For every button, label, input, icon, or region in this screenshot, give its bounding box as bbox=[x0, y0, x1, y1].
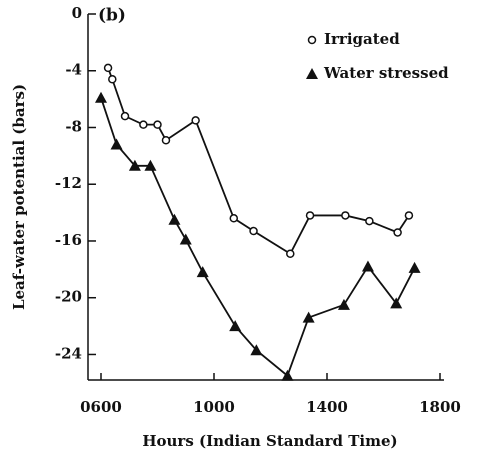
y-tick-label: -12 bbox=[55, 174, 82, 192]
series-line bbox=[107, 67, 410, 256]
y-tick-label: -4 bbox=[65, 61, 82, 79]
circle-marker bbox=[153, 120, 162, 129]
triangle-marker bbox=[144, 159, 157, 171]
y-tick-label: -24 bbox=[55, 344, 82, 362]
legend-label: Water stressed bbox=[323, 64, 449, 82]
circle-marker bbox=[108, 75, 117, 84]
x-tick-label: 1400 bbox=[306, 398, 348, 416]
triangle-marker bbox=[168, 213, 181, 225]
triangle-marker bbox=[390, 297, 403, 309]
triangle-marker bbox=[408, 261, 421, 273]
circle-marker bbox=[393, 228, 402, 237]
x-tick-label: 1000 bbox=[193, 398, 235, 416]
circle-marker bbox=[249, 226, 258, 236]
circle-marker bbox=[191, 116, 200, 125]
y-tick-label: -8 bbox=[65, 117, 82, 135]
circle-marker bbox=[229, 214, 239, 223]
circle-marker bbox=[120, 111, 130, 121]
y-tick-label: 0 bbox=[72, 4, 82, 22]
triangle-marker bbox=[110, 138, 123, 150]
legend-marker bbox=[307, 35, 317, 45]
triangle-marker bbox=[337, 298, 350, 310]
circle-marker bbox=[286, 249, 295, 258]
x-tick-label: 1800 bbox=[419, 398, 461, 416]
triangle-marker bbox=[179, 233, 192, 245]
x-axis-label: Hours (Indian Standard Time) bbox=[142, 432, 397, 450]
y-tick-label: -20 bbox=[55, 288, 82, 306]
circle-marker bbox=[404, 211, 414, 220]
y-axis-label: Leaf-water potential (bars) bbox=[10, 84, 28, 310]
circle-marker bbox=[305, 211, 315, 220]
triangle-marker bbox=[302, 311, 315, 323]
circle-marker bbox=[341, 211, 350, 220]
triangle-marker bbox=[196, 266, 209, 278]
series-line bbox=[100, 97, 416, 378]
panel-label: (b) bbox=[98, 6, 126, 26]
circle-marker bbox=[161, 136, 171, 145]
circle-marker bbox=[365, 216, 374, 226]
circle-marker bbox=[103, 63, 113, 73]
circle-marker bbox=[139, 120, 148, 129]
triangle-marker bbox=[229, 320, 242, 332]
triangle-marker bbox=[95, 91, 107, 103]
triangle-marker bbox=[250, 344, 263, 356]
x-tick-label: 0600 bbox=[80, 398, 122, 416]
legend-label: Irrigated bbox=[324, 30, 400, 48]
triangle-marker bbox=[128, 159, 141, 171]
triangle-marker bbox=[361, 260, 374, 272]
triangle-marker bbox=[281, 369, 294, 381]
legend-marker bbox=[306, 68, 318, 79]
y-tick-label: -16 bbox=[55, 231, 82, 249]
